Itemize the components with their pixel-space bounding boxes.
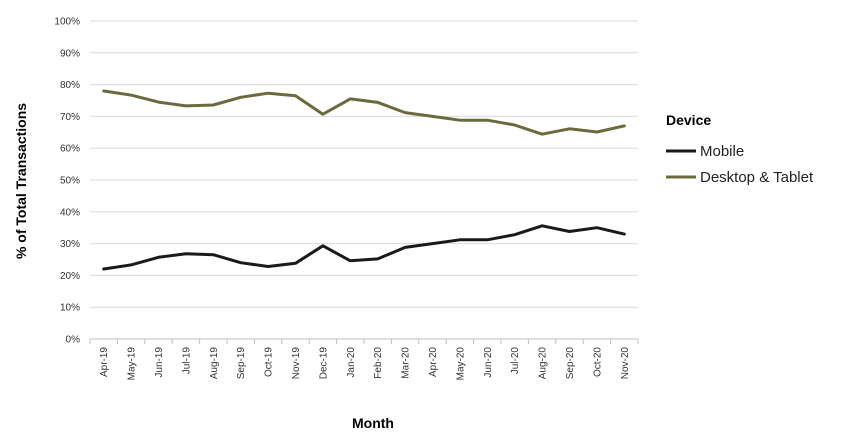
x-tick-label: May-19 <box>127 347 138 381</box>
y-tick-label: 30% <box>60 239 80 250</box>
legend-label: Desktop & Tablet <box>700 169 814 186</box>
y-tick-label: 10% <box>60 303 80 314</box>
x-axis: Apr-19 May-19 Jun-19 Jul-19 Aug-19 Sep-19 Oct-… <box>89 339 639 381</box>
grid-lines <box>90 20 638 340</box>
y-tick-label: 0% <box>66 335 81 346</box>
x-tick-label: Sep-19 <box>236 347 247 380</box>
x-tick-label: Nov-19 <box>291 347 302 380</box>
y-tick-label: 50% <box>60 176 80 187</box>
y-tick-label: 40% <box>60 207 80 218</box>
x-tick-label: May-20 <box>455 347 466 381</box>
x-tick-label: Jun-20 <box>483 347 494 378</box>
x-tick-label: Jul-20 <box>510 347 521 375</box>
y-axis-ticks: 0% 10% 20% 30% 40% 50% 60% 70% 80% 90% 100% <box>54 17 80 346</box>
x-tick-label: Feb-20 <box>373 347 384 379</box>
y-tick-label: 60% <box>60 144 80 155</box>
x-tick-label: Apr-19 <box>99 347 110 377</box>
x-tick-label: Oct-19 <box>264 347 275 377</box>
y-tick-label: 80% <box>60 80 80 91</box>
legend-title: Device <box>666 112 711 128</box>
y-tick-label: 90% <box>60 48 80 59</box>
x-tick-label: Nov-20 <box>620 347 631 380</box>
x-tick-label: Dec-19 <box>318 347 329 380</box>
x-tick-label: Jul-19 <box>181 347 192 375</box>
legend-label: Mobile <box>700 143 744 160</box>
y-axis-title: % of Total Transactions <box>13 103 29 259</box>
x-tick-label: Jun-19 <box>154 347 165 378</box>
x-tick-label: Mar-20 <box>401 347 412 379</box>
x-tick-label: Aug-20 <box>538 347 549 380</box>
x-tick-label: Apr-20 <box>428 347 439 377</box>
series-line-desktop-tablet <box>102 89 626 136</box>
legend: Device Mobile Desktop & Tablet <box>666 112 814 186</box>
x-axis-title: Month <box>352 415 394 431</box>
y-tick-label: 70% <box>60 112 80 123</box>
y-tick-label: 20% <box>60 271 80 282</box>
x-tick-label: Aug-19 <box>209 347 220 380</box>
y-tick-label: 100% <box>54 17 80 28</box>
x-tick-label: Oct-20 <box>592 347 603 377</box>
x-tick-label: Jan-20 <box>346 347 357 378</box>
series-line-mobile <box>102 224 626 271</box>
series-lines <box>102 89 626 271</box>
x-tick-label: Sep-20 <box>565 347 576 380</box>
